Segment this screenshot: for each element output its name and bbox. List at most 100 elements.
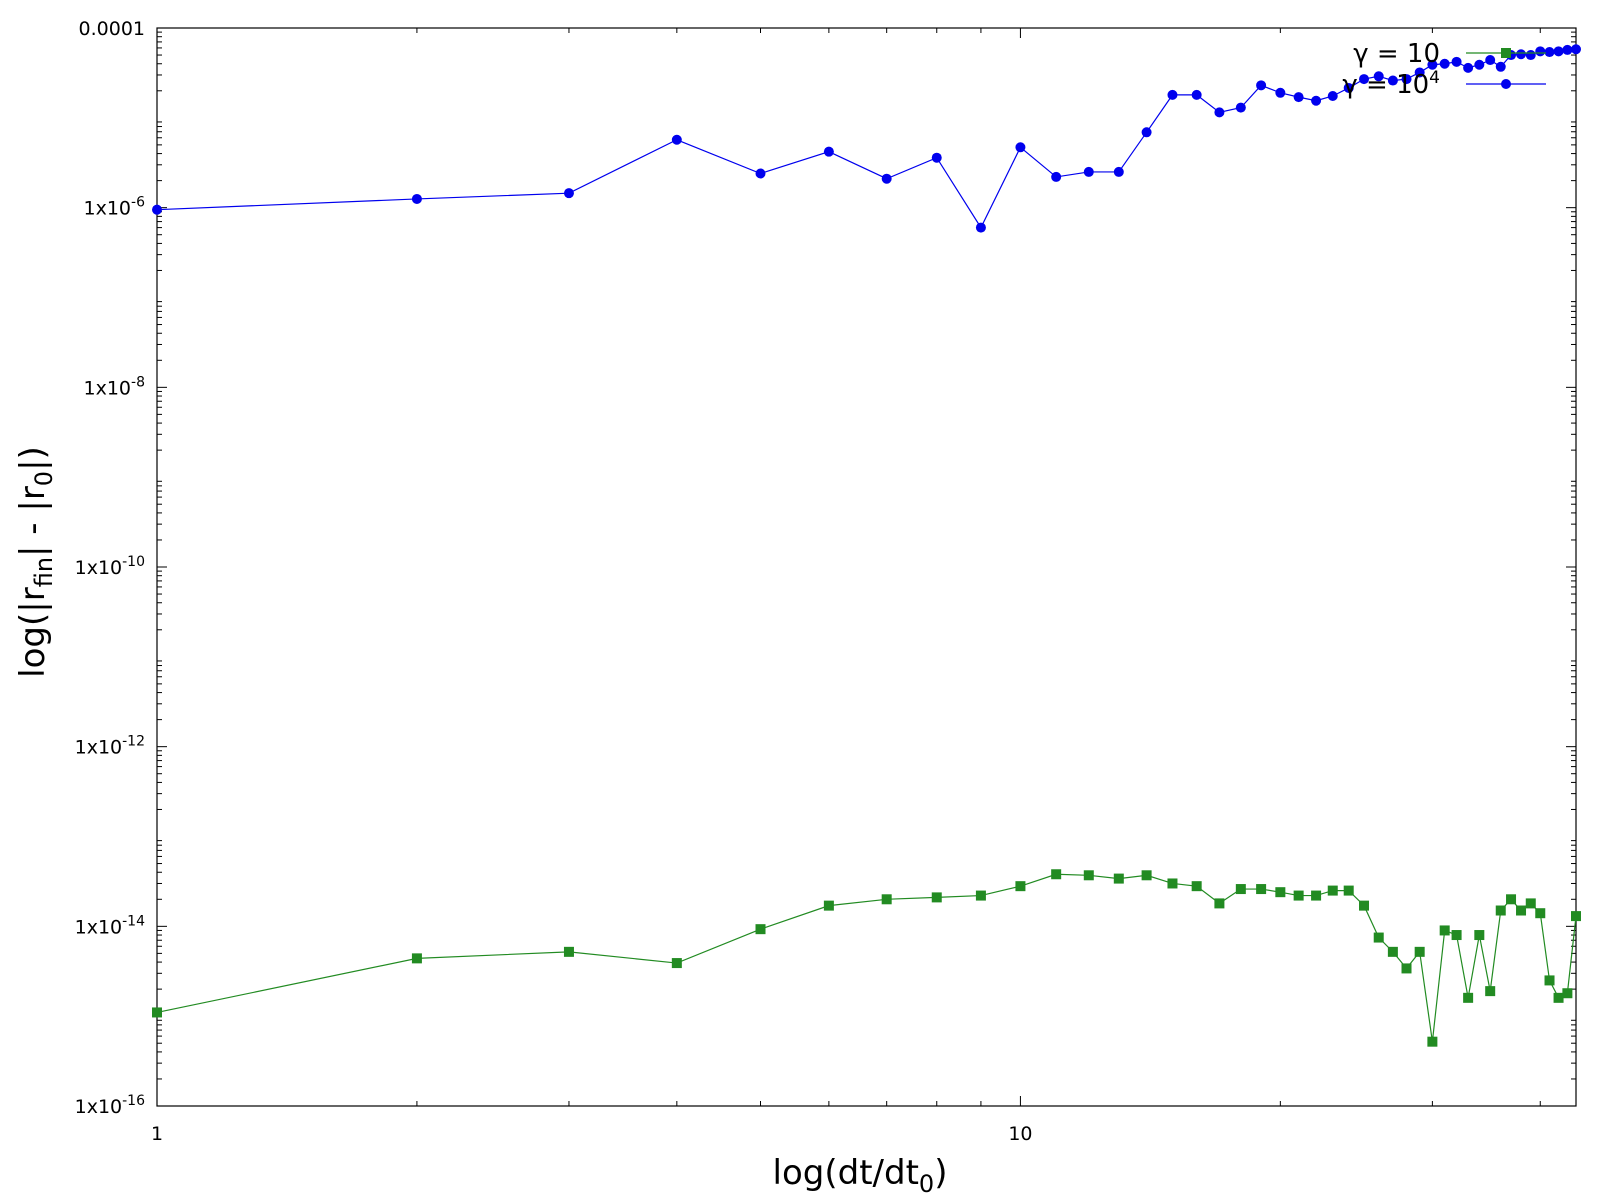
data-point <box>1343 82 1354 93</box>
data-point <box>1235 102 1246 113</box>
series-layer <box>152 44 1581 1047</box>
data-point <box>671 134 682 145</box>
data-point <box>1544 47 1555 58</box>
plot-frame <box>156 27 1577 1107</box>
data-point <box>1327 885 1338 896</box>
data-point <box>563 188 574 199</box>
data-point <box>1451 56 1462 67</box>
data-point <box>1485 986 1496 997</box>
data-point <box>1235 884 1246 895</box>
data-point <box>1311 890 1322 901</box>
data-point <box>1167 89 1178 100</box>
data-point <box>931 892 942 903</box>
data-point <box>563 946 574 957</box>
data-point <box>881 173 892 184</box>
data-point <box>1535 908 1546 919</box>
data-point <box>1373 932 1384 943</box>
data-point <box>1359 74 1370 85</box>
y-axis: 1x10-16 1x10-14 1x10-12 1x10-10 1x10-8 1x10-6… <box>75 18 1576 1118</box>
data-point <box>1191 89 1202 100</box>
data-point <box>1553 46 1564 57</box>
data-point <box>1474 59 1485 70</box>
data-point <box>1083 870 1094 881</box>
x-tick-label: 1 <box>151 1123 163 1145</box>
data-point <box>1495 61 1506 72</box>
legend-swatch-marker <box>1501 48 1511 58</box>
data-point <box>823 900 834 911</box>
data-point <box>1214 107 1225 118</box>
plot-border <box>156 27 1577 1107</box>
data-point <box>1275 87 1286 98</box>
y-tick-label: 1x10-14 <box>75 913 145 938</box>
data-point <box>823 146 834 157</box>
y-tick-label: 1x10-8 <box>84 374 145 399</box>
data-point <box>931 152 942 163</box>
y-tick-label: 1x10-12 <box>75 734 145 759</box>
legend-label: γ = 10 <box>1353 39 1440 69</box>
series-gamma-10 <box>152 869 1581 1047</box>
data-point <box>1167 878 1178 889</box>
data-point <box>1387 946 1398 957</box>
data-point <box>755 168 766 179</box>
data-point <box>1463 62 1474 73</box>
data-point <box>1191 881 1202 892</box>
legend-label: γ = 104 <box>1342 68 1440 100</box>
data-point <box>1141 870 1152 881</box>
data-point <box>1414 67 1425 78</box>
data-point <box>1562 988 1573 999</box>
data-point <box>1401 963 1412 974</box>
data-point <box>1051 171 1062 182</box>
series-gamma-10e4 <box>152 44 1581 233</box>
data-point <box>1113 166 1124 177</box>
data-point <box>1463 992 1474 1003</box>
y-tick-label: 0.0001 <box>79 18 145 40</box>
x-axis-title: log(dt/dt0) <box>773 1153 948 1198</box>
data-point <box>975 890 986 901</box>
data-point <box>1327 91 1338 102</box>
data-point <box>1439 925 1450 936</box>
data-point <box>1571 44 1581 55</box>
data-point <box>1427 1036 1438 1047</box>
data-point <box>1525 898 1536 909</box>
legend: γ = 10γ = 104 <box>1342 39 1546 100</box>
data-point <box>1516 49 1527 60</box>
data-point <box>1051 869 1062 880</box>
x-axis: 1 10 <box>151 28 1541 1145</box>
data-point <box>411 193 422 204</box>
data-point <box>1141 127 1152 138</box>
data-point <box>1083 166 1094 177</box>
data-point <box>1506 894 1517 905</box>
data-point <box>1343 885 1354 896</box>
data-point <box>1373 71 1384 82</box>
data-point <box>1562 44 1573 55</box>
data-point <box>1427 59 1438 70</box>
data-point <box>1387 75 1398 86</box>
data-point <box>1401 74 1412 85</box>
legend-swatch-marker <box>1501 79 1511 89</box>
data-point <box>152 204 162 215</box>
data-point <box>1553 992 1564 1003</box>
data-point <box>1544 975 1555 986</box>
data-point <box>1535 46 1546 57</box>
data-point <box>1474 930 1485 941</box>
data-point <box>1293 890 1304 901</box>
data-point <box>1516 905 1527 916</box>
data-point <box>1525 50 1536 61</box>
data-point <box>152 1007 162 1018</box>
y-tick-label: 1x10-6 <box>84 195 146 220</box>
y-tick-label: 1x10-10 <box>75 554 145 579</box>
data-point <box>1451 930 1462 941</box>
data-point <box>1113 873 1124 884</box>
data-point <box>1485 55 1496 66</box>
data-point <box>1275 887 1286 898</box>
data-point <box>1311 95 1322 106</box>
data-point <box>975 222 986 233</box>
series-line <box>156 873 1577 1042</box>
data-point <box>1214 898 1225 909</box>
data-point <box>411 953 422 964</box>
data-point <box>1256 884 1267 895</box>
data-point <box>1359 900 1370 911</box>
data-point <box>671 958 682 969</box>
data-point <box>1571 911 1581 922</box>
